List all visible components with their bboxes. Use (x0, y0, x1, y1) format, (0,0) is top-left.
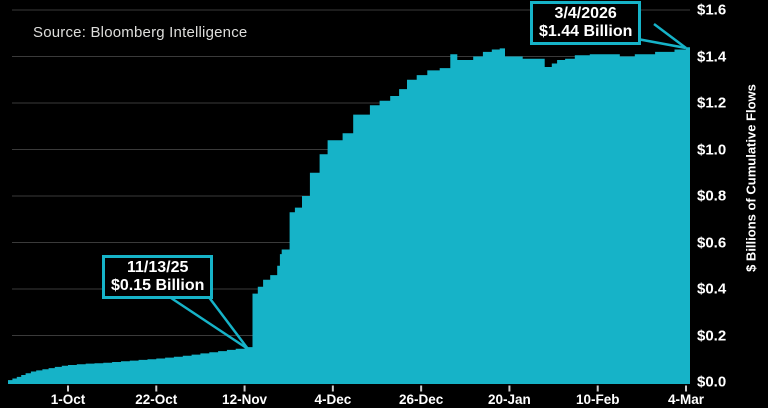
source-label: Source: Bloomberg Intelligence (33, 24, 248, 41)
x-tick-label: 1-Oct (50, 392, 86, 407)
y-tick-label: $1.6 (697, 1, 727, 19)
y-tick-label: $1.2 (697, 94, 727, 112)
x-tick-label: 4-Mar (667, 392, 705, 407)
callout-pointer-line (161, 290, 249, 351)
x-tick-label: 26-Dec (399, 392, 444, 407)
y-tick-label: $0.6 (697, 234, 727, 251)
y-tick-label: $1.0 (697, 141, 727, 158)
y-tick-label: $0.0 (697, 373, 727, 391)
x-tick-label: 22-Oct (135, 392, 178, 407)
callout-pointer-line (204, 291, 249, 350)
x-tick-label: 20-Jan (488, 392, 531, 407)
y-tick-label: $0.2 (697, 327, 727, 344)
callout-pointer-line (653, 23, 687, 49)
annotation-date: 3/4/2026 (554, 5, 617, 22)
y-tick-label: $1.4 (697, 48, 727, 65)
y-tick-label: $0.4 (697, 280, 727, 298)
annotation-callout-last: 3/4/2026 $1.44 Billion (530, 1, 642, 45)
x-tick-label: 10-Feb (575, 392, 620, 407)
annotation-value: $1.44 Billion (539, 23, 633, 40)
y-tick-label: $0.8 (697, 187, 727, 205)
y-axis-title: $ Billions of Cumulative Flows (743, 84, 759, 272)
annotation-callout-first: 11/13/25 $0.15 Billion (102, 255, 214, 299)
x-tick-label: 12-Nov (222, 392, 268, 407)
x-tick-label: 4-Dec (314, 392, 352, 407)
annotation-date: 11/13/25 (126, 259, 189, 276)
area-series (8, 47, 690, 384)
annotation-value: $0.15 Billion (111, 277, 205, 294)
